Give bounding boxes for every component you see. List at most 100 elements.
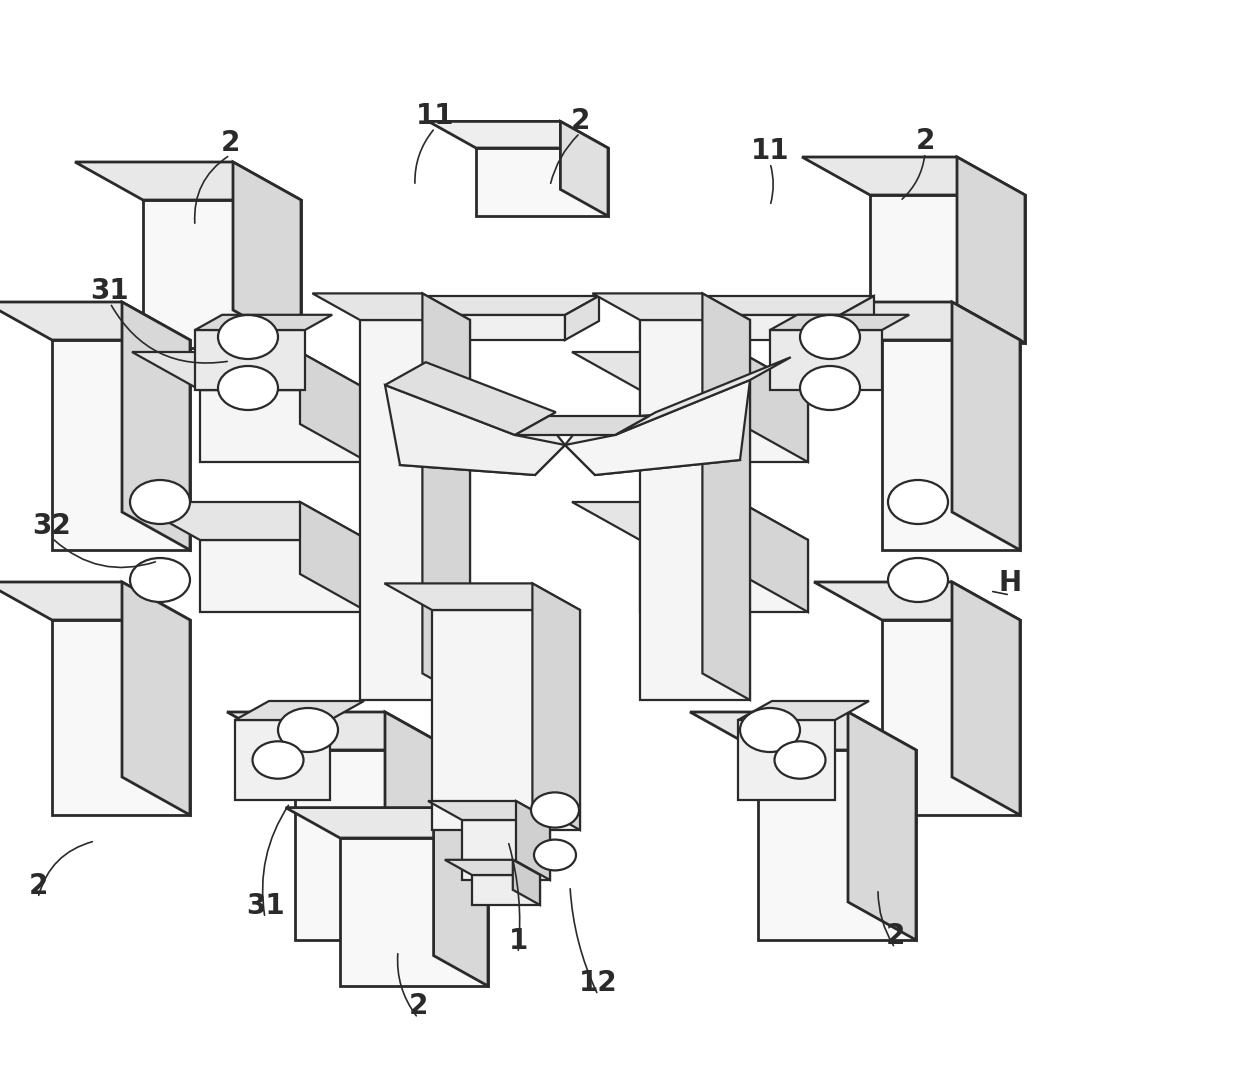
Polygon shape	[738, 700, 869, 720]
Text: 12: 12	[579, 969, 618, 997]
Text: H: H	[998, 569, 1022, 597]
Polygon shape	[236, 720, 330, 800]
Polygon shape	[401, 415, 565, 475]
Polygon shape	[758, 750, 916, 940]
Polygon shape	[312, 293, 470, 320]
Polygon shape	[432, 610, 580, 830]
Polygon shape	[131, 502, 368, 540]
Ellipse shape	[888, 480, 949, 524]
Polygon shape	[738, 720, 835, 800]
Polygon shape	[236, 700, 365, 720]
Polygon shape	[740, 502, 808, 612]
Polygon shape	[516, 801, 551, 880]
Polygon shape	[472, 875, 539, 905]
Polygon shape	[640, 390, 808, 462]
Polygon shape	[52, 620, 190, 815]
Polygon shape	[428, 801, 551, 820]
Ellipse shape	[800, 315, 861, 359]
Polygon shape	[463, 820, 551, 880]
Polygon shape	[532, 584, 580, 830]
Ellipse shape	[888, 558, 949, 602]
Polygon shape	[513, 859, 539, 905]
Polygon shape	[233, 162, 301, 348]
Polygon shape	[195, 330, 305, 390]
Polygon shape	[52, 341, 190, 550]
Ellipse shape	[253, 742, 304, 778]
Text: 2: 2	[570, 107, 590, 135]
Polygon shape	[565, 410, 740, 475]
Polygon shape	[434, 808, 489, 986]
Text: 1: 1	[508, 927, 528, 955]
Polygon shape	[0, 302, 190, 341]
Polygon shape	[702, 293, 750, 700]
Polygon shape	[957, 157, 1025, 343]
Text: 32: 32	[32, 512, 72, 540]
Polygon shape	[384, 385, 565, 475]
Polygon shape	[122, 302, 190, 550]
Polygon shape	[640, 320, 750, 700]
Polygon shape	[572, 502, 808, 540]
Ellipse shape	[800, 366, 861, 410]
Polygon shape	[770, 315, 909, 330]
Polygon shape	[365, 296, 599, 315]
Polygon shape	[200, 390, 368, 462]
Text: 31: 31	[246, 892, 284, 920]
Polygon shape	[560, 121, 608, 216]
Polygon shape	[565, 381, 750, 475]
Polygon shape	[802, 157, 1025, 195]
Polygon shape	[952, 302, 1021, 550]
Text: 2: 2	[221, 129, 239, 157]
Ellipse shape	[740, 708, 800, 752]
Polygon shape	[285, 808, 489, 838]
Text: 31: 31	[91, 277, 129, 305]
Polygon shape	[572, 352, 808, 390]
Ellipse shape	[218, 366, 278, 410]
Polygon shape	[640, 296, 874, 315]
Text: 2: 2	[29, 872, 47, 900]
Polygon shape	[593, 293, 750, 320]
Polygon shape	[195, 315, 332, 330]
Polygon shape	[300, 502, 368, 612]
Ellipse shape	[775, 742, 826, 778]
Polygon shape	[689, 712, 916, 750]
Polygon shape	[428, 121, 608, 148]
Polygon shape	[882, 341, 1021, 550]
Text: 2: 2	[915, 126, 935, 155]
Ellipse shape	[130, 558, 190, 602]
Polygon shape	[813, 582, 1021, 620]
Polygon shape	[0, 582, 190, 620]
Polygon shape	[615, 357, 791, 435]
Text: 2: 2	[408, 992, 428, 1020]
Ellipse shape	[534, 840, 577, 870]
Polygon shape	[74, 162, 301, 200]
Polygon shape	[839, 296, 874, 341]
Ellipse shape	[278, 708, 339, 752]
Polygon shape	[640, 315, 839, 341]
Polygon shape	[848, 712, 916, 940]
Text: 11: 11	[750, 137, 789, 165]
Ellipse shape	[531, 792, 579, 828]
Polygon shape	[131, 352, 368, 390]
Ellipse shape	[218, 315, 278, 359]
Polygon shape	[565, 296, 599, 341]
Polygon shape	[882, 620, 1021, 815]
Ellipse shape	[130, 480, 190, 524]
Polygon shape	[813, 302, 1021, 341]
Polygon shape	[300, 352, 368, 462]
Polygon shape	[143, 200, 301, 348]
Polygon shape	[340, 838, 489, 986]
Polygon shape	[200, 540, 368, 612]
Polygon shape	[515, 416, 649, 435]
Polygon shape	[640, 540, 808, 612]
Polygon shape	[295, 750, 453, 940]
Polygon shape	[476, 148, 608, 216]
Polygon shape	[360, 320, 470, 700]
Polygon shape	[384, 584, 580, 610]
Polygon shape	[870, 195, 1025, 343]
Text: 11: 11	[415, 102, 454, 130]
Polygon shape	[384, 362, 556, 435]
Polygon shape	[770, 330, 882, 390]
Polygon shape	[384, 712, 453, 940]
Polygon shape	[445, 859, 539, 875]
Polygon shape	[227, 712, 453, 750]
